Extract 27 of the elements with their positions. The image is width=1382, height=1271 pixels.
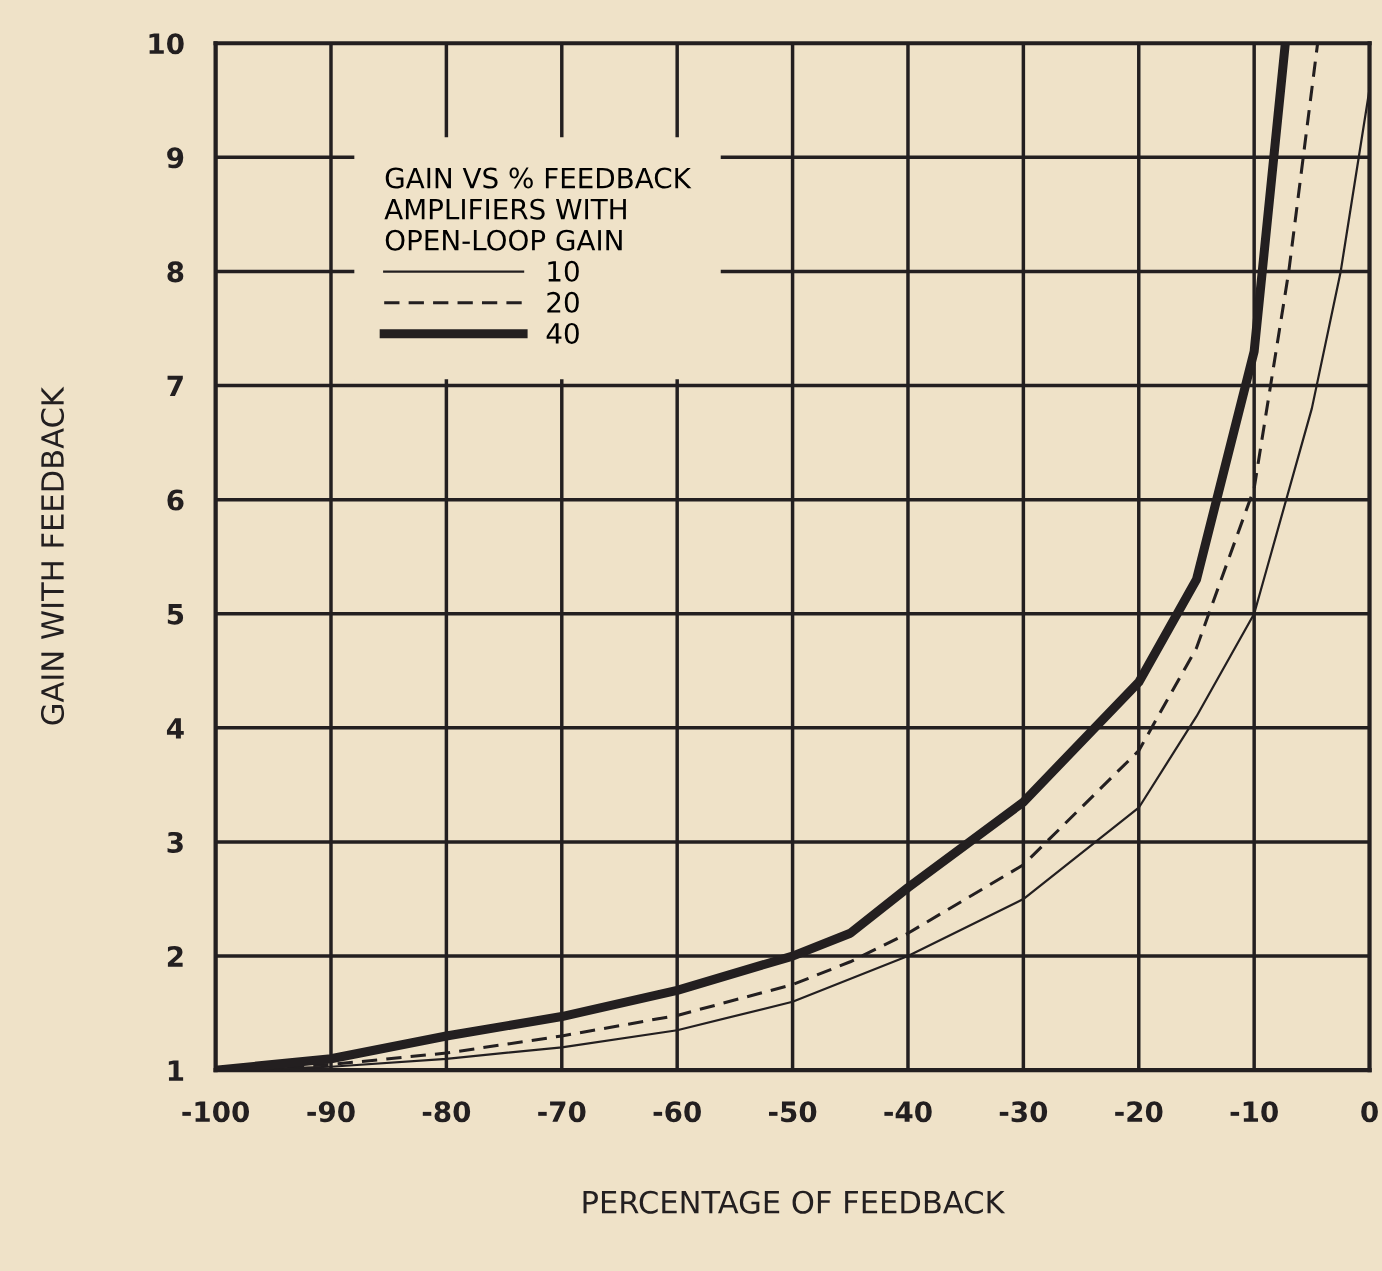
x-tick-label: 0 [1361, 1101, 1378, 1123]
x-tick-label: -100 [182, 1101, 250, 1123]
y-axis-title: GAIN WITH FEEDBACK [40, 386, 65, 725]
x-tick-label: -90 [307, 1101, 355, 1123]
y-tick-label: 8 [167, 261, 184, 283]
y-tick-label: 3 [167, 831, 183, 853]
x-tick-label: -10 [1230, 1101, 1278, 1123]
y-tick-label: 4 [166, 718, 184, 739]
y-tick-label: 7 [167, 375, 183, 397]
x-tick-label: -60 [653, 1101, 701, 1123]
legend-label: 40 [546, 322, 579, 344]
x-tick-label: -40 [884, 1101, 932, 1123]
x-tick-label: -70 [538, 1101, 586, 1123]
x-tick-label: -20 [1115, 1101, 1163, 1123]
x-tick-label: -80 [422, 1101, 471, 1123]
y-tick-label: 9 [167, 147, 184, 169]
y-tick-label: 1 [168, 1060, 184, 1081]
legend-label: 20 [547, 291, 579, 313]
x-tick-label: -50 [768, 1101, 817, 1123]
legend-title: GAIN VS % FEEDBACK AMPLIFIERS WITH OPEN-LOOP GAIN [384, 167, 692, 251]
x-tick-label: -30 [999, 1101, 1048, 1123]
y-tick-label: 2 [167, 946, 183, 967]
y-tick-label: 5 [167, 604, 184, 625]
legend-label: 10 [548, 260, 579, 282]
x-axis-title: PERCENTAGE OF FEEDBACK [583, 1190, 1006, 1214]
y-tick-label: 6 [167, 489, 184, 511]
y-tick-label: 10 [149, 33, 184, 55]
